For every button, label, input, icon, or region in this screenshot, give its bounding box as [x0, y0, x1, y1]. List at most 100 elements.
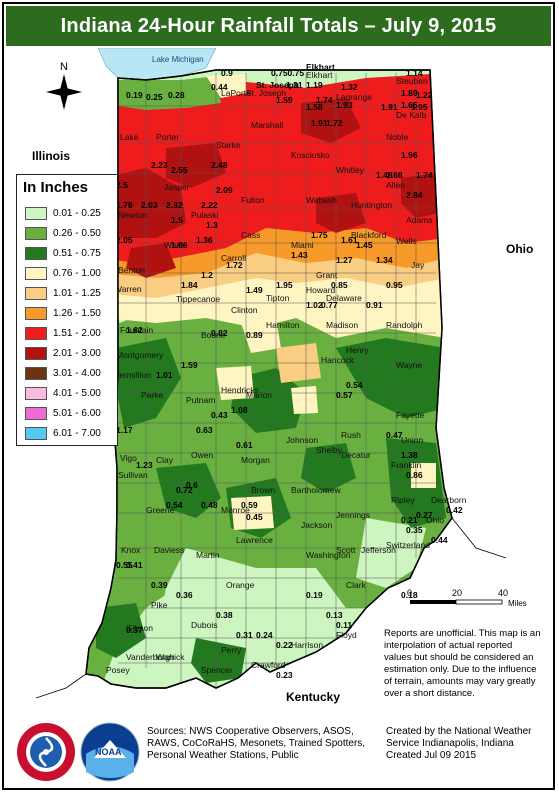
credit-line-3: Created Jul 09 2015	[386, 750, 477, 761]
rainfall-value-label: 1.01	[156, 370, 173, 380]
legend-swatch	[25, 287, 47, 300]
legend: In Inches 0.01 - 0.25 0.26 - 0.50 0.51 - 0…	[16, 174, 118, 446]
county-label: Rush	[341, 430, 361, 440]
rainfall-value-label: St. Joseph	[256, 80, 299, 90]
ohio-label: Ohio	[506, 242, 533, 256]
legend-label: 2.01 - 3.00	[53, 348, 101, 359]
rainfall-value-label: 1.5	[171, 215, 183, 225]
rainfall-value-label: 0.59	[241, 500, 258, 510]
county-label: Jefferson	[361, 545, 396, 555]
river-line	[35, 673, 87, 699]
rainfall-value-label: 0.89	[246, 330, 263, 340]
rainfall-value-label: 2.84	[406, 190, 423, 200]
rainfall-value-label: 0.91	[366, 300, 383, 310]
county-label: Noble	[386, 132, 408, 142]
county-label: Martin	[196, 550, 220, 560]
county-label: Bartholomew	[291, 485, 341, 495]
rainfall-value-label: 0.42	[446, 505, 463, 515]
rainfall-value-label: 1.59	[181, 360, 198, 370]
county-label: Blackford	[351, 230, 387, 240]
county-label: Union	[401, 435, 423, 445]
noaa-logo-icon: NOAA	[80, 722, 140, 782]
map-area: Illinois Ohio Kentucky Lake Michigan N 0…	[6, 48, 551, 715]
rainfall-value-label: 1.36	[196, 235, 213, 245]
county-label: Franklin	[391, 460, 422, 470]
county-label: Kosciusko	[291, 150, 330, 160]
legend-row: 0.26 - 0.50	[25, 225, 101, 242]
county-label: Parke	[141, 390, 163, 400]
legend-label: 6.01 - 7.00	[53, 428, 101, 439]
rainfall-value-label: 2.48	[211, 160, 228, 170]
svg-text:20: 20	[452, 588, 462, 598]
legend-label: 1.26 - 1.50	[53, 308, 101, 319]
legend-label: 4.01 - 5.00	[53, 388, 101, 399]
county-label: Porter	[156, 132, 179, 142]
county-label: Carroll	[221, 253, 246, 263]
legend-row: 6.01 - 7.00	[25, 425, 101, 442]
rainfall-value-label: 1.68	[386, 170, 403, 180]
north-arrow-icon: N	[46, 61, 82, 110]
rainfall-value-label: 1.3	[206, 220, 218, 230]
county-label: Floyd	[336, 630, 357, 640]
county-label: Steuben	[396, 76, 428, 86]
county-label: Grant	[316, 270, 338, 280]
rainfall-value-label: 2.55	[171, 165, 188, 175]
rainfall-value-label: 1.31	[286, 80, 303, 90]
legend-swatch	[25, 267, 47, 280]
county-label: Sullivan	[118, 470, 148, 480]
county-label: Jackson	[301, 520, 332, 530]
rainfall-value-label: 1.96	[401, 150, 418, 160]
svg-text:40: 40	[498, 588, 508, 598]
county-label: Switzerland	[386, 540, 430, 550]
legend-swatch	[25, 427, 47, 440]
county-label: Orange	[226, 580, 255, 590]
rainfall-value-label: 0.18	[401, 590, 418, 600]
rainfall-value-label: 1.2	[201, 270, 213, 280]
county-label: Hancock	[321, 355, 355, 365]
rainfall-value-label: 0.35	[406, 525, 423, 535]
rainfall-value-label: 0.85	[331, 280, 348, 290]
rainfall-value-label: 0.44	[431, 535, 448, 545]
county-label: Huntington	[351, 200, 392, 210]
rainfall-value-label: 1.17	[116, 425, 133, 435]
rainfall-value-label: 0.13	[326, 610, 343, 620]
svg-text:0: 0	[407, 588, 412, 598]
legend-row: 0.01 - 0.25	[25, 205, 101, 222]
rainfall-value-label: 0.19	[306, 590, 323, 600]
rainfall-value-label: 2.22	[201, 200, 218, 210]
rainfall-value-label: 0.22	[276, 640, 293, 650]
county-label: Tipton	[266, 293, 290, 303]
rainfall-value-label: 1.02	[306, 300, 323, 310]
legend-label: 1.01 - 1.25	[53, 288, 101, 299]
map-title: Indiana 24-Hour Rainfall Totals – July 9…	[6, 6, 551, 46]
county-label: Vermillion	[114, 370, 151, 380]
county-label: Morgan	[241, 455, 270, 465]
rainfall-value-label: 0.28	[168, 90, 185, 100]
county-label: Daviess	[154, 545, 184, 555]
county-label: Clay	[156, 455, 174, 465]
county-label: Wabash	[306, 195, 337, 205]
legend-swatch	[25, 407, 47, 420]
legend-row: 3.01 - 4.00	[25, 365, 101, 382]
rainfall-value-label: 1.95	[411, 102, 428, 112]
legend-row: 2.01 - 3.00	[25, 345, 101, 362]
county-label: Henry	[346, 345, 369, 355]
rainfall-value-label: 1.75	[311, 230, 328, 240]
rainfall-value-label: 0.95	[386, 280, 403, 290]
credit-line-1: Created by the National Weather	[386, 726, 532, 737]
legend-swatch	[25, 307, 47, 320]
county-label: Pulaski	[191, 210, 219, 220]
rainfall-value-label: 1.72	[326, 118, 343, 128]
county-label: Owen	[191, 450, 213, 460]
rainfall-value-label: 2.5	[116, 180, 128, 190]
rainfall-value-label: 1.59	[276, 95, 293, 105]
rainfall-value-label: 1.19	[306, 80, 323, 90]
rainfall-value-label: 1.61	[341, 235, 358, 245]
sources-text: Sources: NWS Cooperative Observers, ASOS…	[147, 726, 366, 761]
rainfall-value-label: 1.74	[416, 170, 433, 180]
county-label: Elkhart	[306, 70, 333, 80]
rainfall-value-label: 2.23	[151, 160, 168, 170]
legend-label: 3.01 - 4.00	[53, 368, 101, 379]
rainfall-value-label: 1.72	[226, 260, 243, 270]
